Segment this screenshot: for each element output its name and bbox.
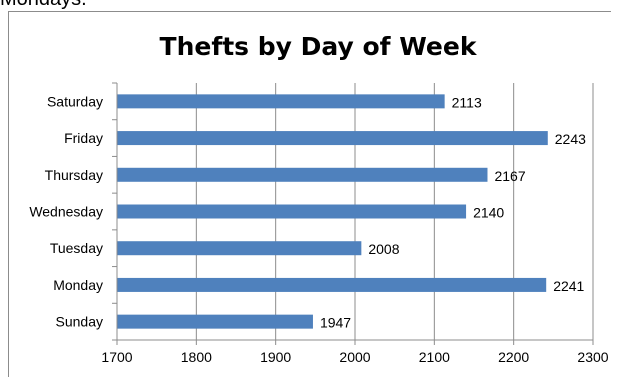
y-tick-label: Friday (64, 130, 103, 146)
bar-thursday (117, 167, 488, 182)
x-tick-label: 1700 (101, 349, 132, 365)
y-tick-label: Thursday (45, 167, 103, 183)
bar-wednesday (117, 204, 467, 219)
top-text-fragment: Mondays. (0, 0, 87, 11)
x-tick-label: 2100 (419, 349, 450, 365)
data-label: 2243 (555, 131, 586, 147)
data-label: 2008 (368, 241, 399, 257)
x-tick-label: 1900 (260, 349, 291, 365)
bar-monday (117, 277, 547, 292)
data-label: 2241 (553, 278, 584, 294)
chart-frame (8, 11, 611, 377)
y-tick-label: Sunday (56, 314, 103, 330)
y-tick-label: Tuesday (50, 240, 103, 256)
data-label: 2113 (452, 94, 482, 110)
data-label: 1947 (320, 315, 351, 331)
y-tick-label: Wednesday (29, 204, 103, 220)
bars (117, 94, 548, 329)
x-tick-label: 2000 (339, 349, 370, 365)
bar-tuesday (117, 241, 362, 256)
labels: 1700 1800 1900 2000 2100 2200 2300 Saturday 2113… (29, 93, 608, 365)
data-label: 2167 (494, 168, 525, 184)
y-tick-label: Saturday (47, 93, 103, 109)
data-label: 2140 (473, 205, 504, 221)
axes (112, 82, 594, 345)
x-tick-label: 2300 (577, 349, 608, 365)
bar-friday (117, 131, 548, 146)
bar-sunday (117, 314, 313, 329)
chart-title: Thefts by Day of Week (160, 32, 478, 61)
x-tick-label: 1800 (181, 349, 212, 365)
x-tick-label: 2200 (498, 349, 529, 365)
bar-saturday (117, 94, 445, 109)
y-tick-label: Monday (53, 277, 103, 293)
